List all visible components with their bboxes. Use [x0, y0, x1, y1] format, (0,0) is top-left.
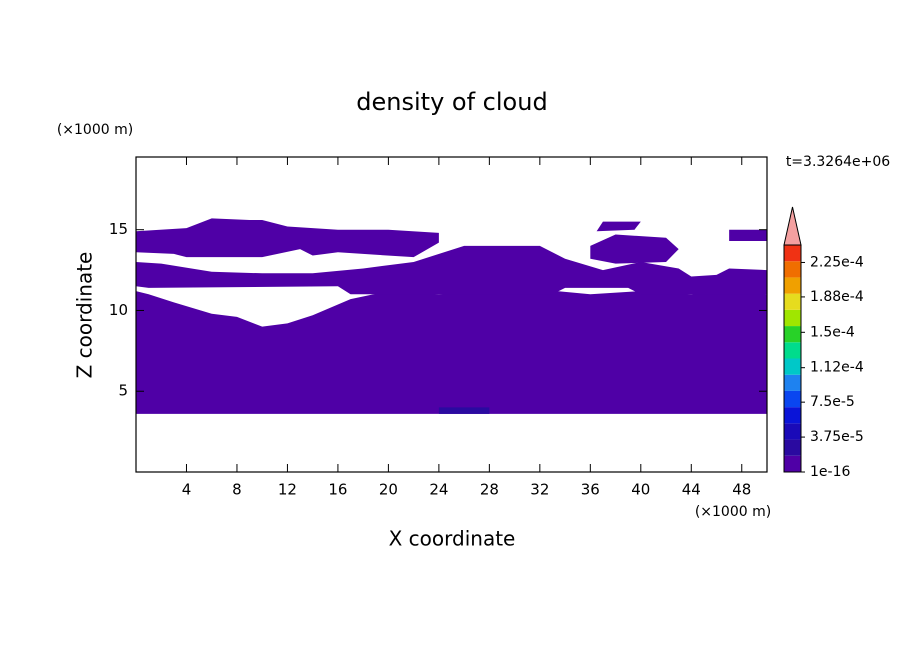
x-tick-label: 28	[480, 481, 499, 499]
time-label: t=3.3264e+06	[786, 154, 890, 170]
contour-region	[136, 289, 767, 414]
colorbar-swatch	[784, 390, 801, 408]
x-tick-label: 44	[682, 481, 701, 499]
colorbar-swatch	[784, 245, 801, 262]
colorbar-label: 1.12e-4	[810, 360, 864, 376]
chart-title: density of cloud	[356, 88, 547, 116]
colorbar-swatch	[784, 423, 801, 440]
contour-region	[590, 234, 679, 264]
x-tick-label: 16	[328, 481, 347, 499]
colorbar-extend	[783, 206, 802, 246]
colorbar-swatch	[784, 261, 801, 278]
colorbar-label: 1.88e-4	[810, 289, 864, 305]
colorbar-swatch	[784, 455, 801, 472]
colorbar-swatch	[784, 277, 801, 294]
colorbar-frame	[783, 244, 802, 473]
x-tick-label: 32	[530, 481, 549, 499]
x-unit: (×1000 m)	[695, 504, 771, 520]
y-tick-label: 5	[118, 382, 128, 400]
colorbar-label: 3.75e-5	[810, 429, 864, 445]
colorbar-label: 1e-16	[810, 464, 850, 480]
x-tick-label: 36	[581, 481, 600, 499]
colorbar-label: 1.5e-4	[810, 324, 855, 340]
colorbar-swatch	[784, 342, 801, 359]
contour-region	[136, 218, 439, 258]
plot-frame	[135, 156, 768, 473]
colorbar-swatch	[784, 309, 801, 327]
y-tick-label: 15	[109, 220, 128, 238]
colorbar-label: 2.25e-4	[810, 254, 864, 270]
x-tick-label: 20	[379, 481, 398, 499]
x-tick-label: 40	[631, 481, 650, 499]
x-tick-label: 24	[429, 481, 448, 499]
colorbar-swatch	[784, 374, 801, 391]
x-axis-label: X coordinate	[389, 527, 516, 551]
contour-region	[136, 245, 767, 295]
colorbar-swatch	[784, 439, 801, 456]
colorbar-swatch	[784, 326, 801, 343]
colorbar-swatch	[784, 358, 801, 375]
y-axis-label: Z coordinate	[73, 252, 97, 379]
colorbar-label: 7.5e-5	[810, 394, 855, 410]
x-tick-label: 12	[278, 481, 297, 499]
colorbar-swatch	[784, 293, 801, 310]
contour-region	[729, 229, 767, 241]
x-tick-label: 48	[732, 481, 751, 499]
contour-region	[438, 407, 490, 414]
colorbar-swatch	[784, 407, 801, 424]
y-tick-label: 10	[109, 301, 128, 319]
contour-region	[596, 221, 641, 232]
x-tick-label: 8	[232, 481, 242, 499]
x-tick-label: 4	[182, 481, 192, 499]
y-unit: (×1000 m)	[57, 122, 133, 138]
